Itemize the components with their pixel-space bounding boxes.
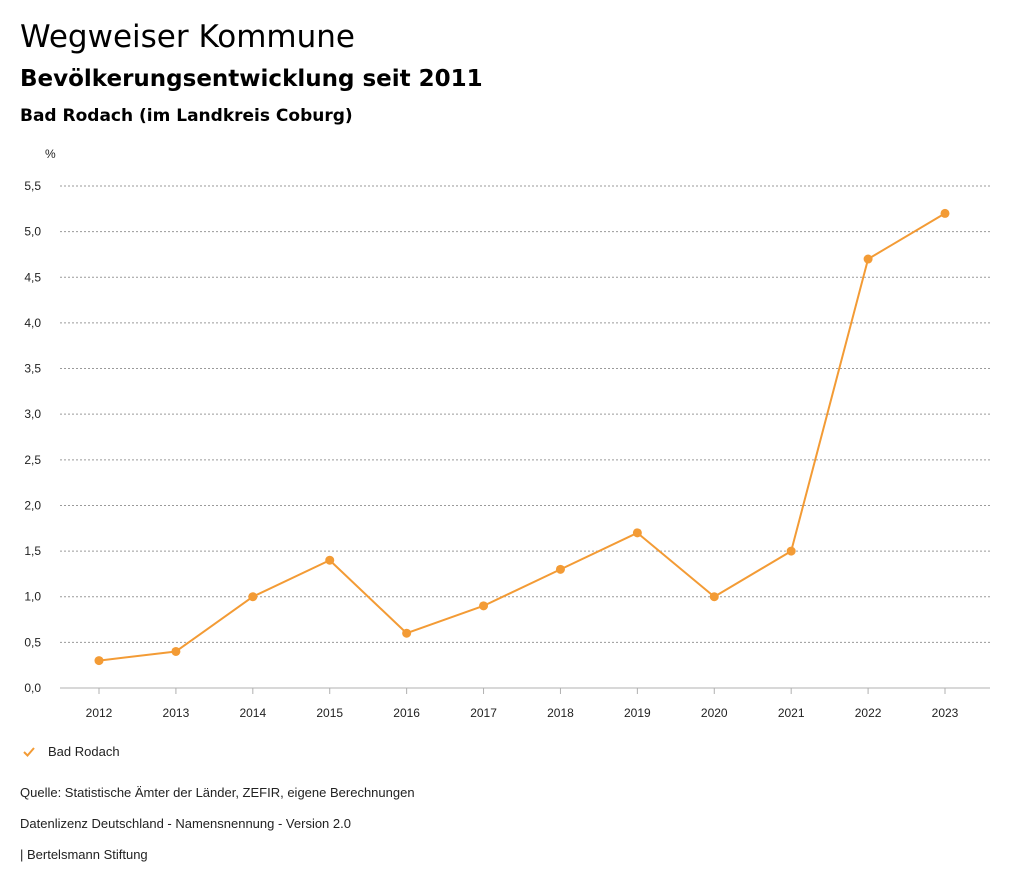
license-note: Datenlizenz Deutschland - Namensnennung … [20, 816, 351, 831]
legend-label: Bad Rodach [48, 744, 120, 759]
data-point [632, 528, 642, 538]
region-label: Bad Rodach (im Landkreis Coburg) [20, 106, 353, 126]
y-tick-label: 4,0 [24, 316, 41, 330]
y-tick-label: 0,0 [24, 681, 41, 695]
y-tick-label: 5,5 [24, 179, 41, 193]
data-point [555, 564, 565, 574]
page-title: Wegweiser Kommune [20, 19, 355, 55]
data-point [248, 592, 258, 602]
chart-subtitle: Bevölkerungsentwicklung seit 2011 [20, 66, 483, 92]
y-tick-label: 3,0 [24, 407, 41, 421]
data-point [940, 208, 950, 218]
source-note: Quelle: Statistische Ämter der Länder, Z… [20, 785, 415, 800]
y-tick-label: 5,0 [24, 225, 41, 239]
x-tick-label: 2023 [932, 706, 959, 720]
data-point [709, 592, 719, 602]
y-tick-label: 4,5 [24, 270, 41, 284]
x-tick-label: 2014 [239, 706, 266, 720]
y-tick-label: 0,5 [24, 635, 41, 649]
y-tick-label: 2,0 [24, 498, 41, 512]
x-tick-label: 2015 [316, 706, 343, 720]
x-tick-label: 2019 [624, 706, 651, 720]
x-tick-label: 2022 [855, 706, 882, 720]
data-point [863, 254, 873, 264]
data-point [94, 656, 104, 666]
x-tick-label: 2017 [470, 706, 497, 720]
check-icon [23, 746, 35, 757]
data-point [402, 628, 412, 638]
y-tick-label: 1,0 [24, 590, 41, 604]
line-chart: % 0,0 0,5 1,0 1,5 2,0 2,5 3,0 3,5 4,0 4,5 5,0 5,5 201… [24, 147, 990, 720]
publisher-link[interactable]: | Bertelsmann Stiftung [20, 847, 148, 862]
y-tick-label: 1,5 [24, 544, 41, 558]
x-tick-label: 2020 [701, 706, 728, 720]
x-tick-label: 2018 [547, 706, 574, 720]
data-point [479, 601, 489, 611]
y-tick-label: 2,5 [24, 453, 41, 467]
series-line [98, 212, 946, 662]
x-tick-label: 2012 [86, 706, 113, 720]
y-tick-label: 3,5 [24, 362, 41, 376]
data-point [171, 646, 181, 656]
x-tick-label: 2021 [778, 706, 805, 720]
chart-legend[interactable]: Bad Rodach [22, 744, 120, 759]
y-axis-unit-label: % [45, 147, 56, 161]
x-tick-label: 2013 [163, 706, 190, 720]
data-point [786, 546, 796, 556]
data-point [325, 555, 335, 565]
x-tick-label: 2016 [393, 706, 420, 720]
